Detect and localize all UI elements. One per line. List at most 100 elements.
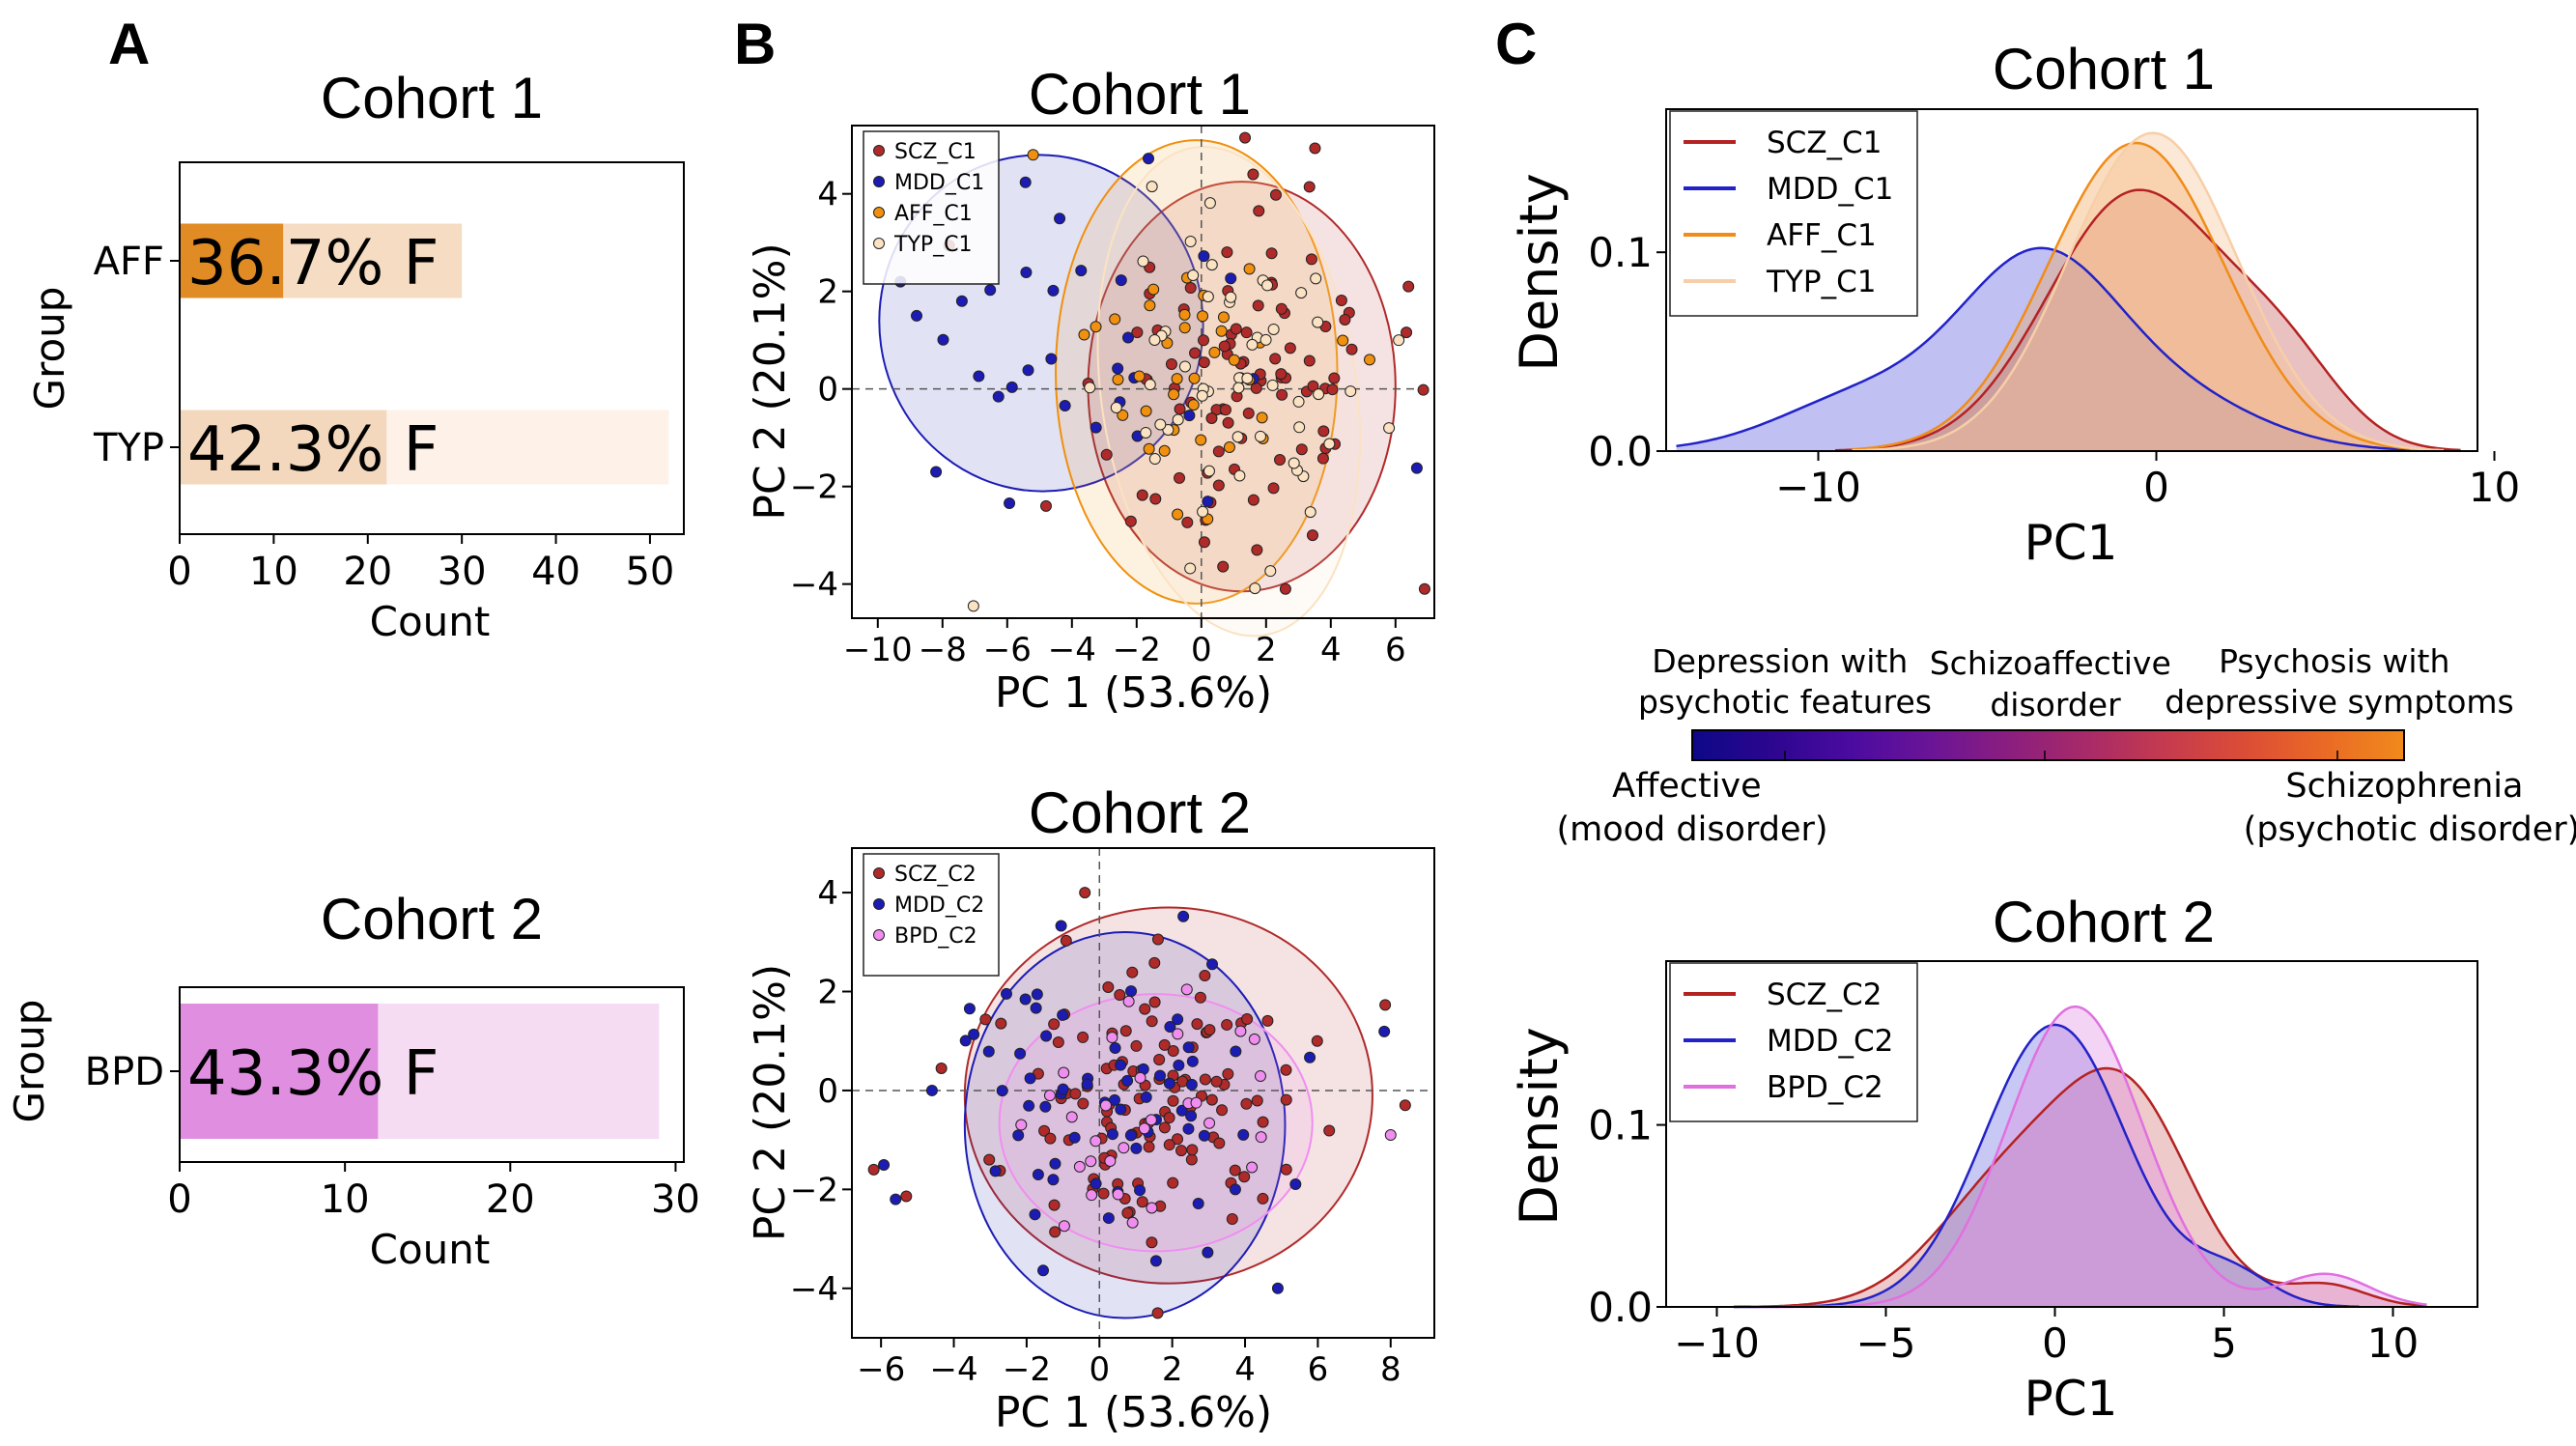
density-area-typ_c1 (1852, 132, 2444, 451)
scatter-point-scz_c2 (935, 1063, 948, 1075)
scatter-point-aff_c1 (1217, 311, 1230, 324)
scatter-point-mdd_c1 (984, 284, 997, 297)
scatter-point-aff_c1 (1215, 325, 1228, 337)
scatter-point-scz_c1 (1306, 529, 1318, 542)
scatter-point-scz_c1 (1303, 354, 1316, 367)
bar-female-bpd (180, 1004, 379, 1139)
plot-frame (1665, 960, 2478, 1308)
scatter-point-mdd_c2 (1149, 1255, 1162, 1267)
scatter-point-scz_c2 (1210, 1075, 1223, 1088)
scatter-point-aff_c1 (1188, 372, 1201, 384)
scatter-point-scz_c1 (1198, 356, 1210, 369)
plot-frame (179, 161, 685, 535)
scatter-point-scz_c2 (867, 1163, 880, 1176)
scatter-point-scz_c2 (1163, 1112, 1175, 1124)
confidence-ellipse-scz_c2 (963, 906, 1373, 1285)
scatter-point-mdd_c2 (996, 1085, 1008, 1097)
scatter-point-typ_c1 (1202, 291, 1214, 303)
x-tick-label: 0 (2042, 1319, 2068, 1367)
scatter-point-scz_c1 (1149, 493, 1162, 505)
x-tick-label: −10 (843, 631, 913, 669)
scatter-point-mdd_c2 (1115, 1103, 1127, 1116)
scatter-point-bpd_c2 (1145, 1114, 1157, 1126)
y-axis-label: Group (26, 287, 73, 411)
scatter-point-typ_c1 (1267, 323, 1280, 335)
scatter-point-bpd_c2 (1246, 1161, 1259, 1174)
density-line-scz_c1 (1834, 188, 2461, 452)
y-tick-label: 4 (817, 874, 838, 913)
scatter-point-aff_c1 (1090, 321, 1102, 333)
density-line-bpd_c2 (1750, 1005, 2427, 1309)
x-tick-label: −10 (1775, 464, 1861, 511)
scatter-point-scz_c1 (1328, 372, 1341, 384)
scatter-point-typ_c1 (1231, 431, 1244, 443)
scatter-point-mdd_c2 (1049, 1157, 1062, 1170)
scatter-point-typ_c1 (1154, 418, 1167, 431)
legend: SCZ_C2 MDD_C2 BPD_C2 (1669, 962, 1918, 1122)
scatter-point-mdd_c2 (1289, 1178, 1302, 1191)
scatter-point-bpd_c2 (1073, 1160, 1086, 1173)
panel-letter-c: C (1495, 12, 1537, 76)
legend-marker (873, 867, 885, 879)
scatter-point-mdd_c1 (1022, 364, 1034, 377)
scatter-point-mdd_c2 (1037, 1264, 1050, 1277)
scatter-point-bpd_c2 (1058, 1220, 1070, 1233)
scatter-point-scz_c2 (1044, 1132, 1057, 1145)
scatter-point-mdd_c2 (1121, 1074, 1134, 1087)
scatter-point-typ_c1 (1260, 333, 1272, 346)
scatter-point-typ_c1 (1261, 279, 1274, 292)
scatter-point-mdd_c1 (1112, 362, 1124, 375)
x-tick-label: 0 (2143, 464, 2169, 511)
scatter-point-scz_c2 (1323, 1124, 1336, 1137)
scatter-point-aff_c1 (1112, 373, 1124, 385)
bar-female-aff (180, 223, 284, 298)
scatter-point-scz_c1 (1295, 443, 1308, 456)
scatter-point-mdd_c2 (1090, 1177, 1102, 1190)
scatter-point-mdd_c2 (1115, 1059, 1127, 1071)
y-tick-label: 2 (817, 273, 838, 312)
scatter-point-bpd_c2 (1099, 1099, 1112, 1112)
scatter-point-mdd_c1 (930, 466, 943, 478)
scatter-point-aff_c1 (1117, 409, 1129, 421)
scatter-point-scz_c2 (995, 1017, 1007, 1030)
legend-label: BPD_C2 (894, 924, 977, 949)
legend-marker (873, 145, 885, 156)
scatter-point-scz_c1 (1339, 313, 1351, 326)
x-tick-label: −8 (919, 631, 967, 669)
scatter-point-aff_c1 (1243, 263, 1256, 275)
scatter-point-bpd_c2 (1172, 1028, 1184, 1040)
scatter-point-scz_c2 (1151, 1307, 1164, 1319)
diagnosis-colorbar: Depression with psychotic features Schiz… (1556, 642, 2576, 849)
scatter-point-scz_c1 (1100, 448, 1113, 461)
x-tick-label: −2 (1003, 1350, 1051, 1389)
chart-title: Cohort 2 (1993, 890, 2215, 954)
scatter-point-scz_c1 (1252, 299, 1264, 312)
scatter-point-scz_c2 (1399, 1099, 1411, 1112)
x-tick-label: 0 (167, 1177, 191, 1222)
scatter-point-scz_c2 (1205, 1093, 1218, 1106)
legend-marker (873, 207, 885, 218)
scatter-point-scz_c1 (1307, 380, 1319, 392)
scatter-point-mdd_c2 (982, 1045, 995, 1058)
scatter-point-mdd_c2 (1140, 1091, 1152, 1103)
x-tick-label: 30 (438, 550, 487, 594)
legend-label: MDD_C2 (894, 893, 984, 918)
y-tick-label: −4 (790, 566, 838, 605)
legend: SCZ_C1 MDD_C1 AFF_C1 TYP_C1 (863, 130, 1000, 285)
density-line-mdd_c2 (1734, 1023, 2360, 1309)
scatter-point-bpd_c2 (1043, 1090, 1056, 1102)
scatter-point-mdd_c2 (878, 1158, 891, 1171)
scatter-point-scz_c2 (1119, 1025, 1132, 1037)
x-tick-label: 10 (2469, 464, 2520, 511)
scatter-point-aff_c1 (1195, 434, 1207, 446)
scatter-point-scz_c2 (1257, 1192, 1269, 1205)
legend-label: TYP_C1 (1766, 265, 1876, 299)
scatter-point-scz_c1 (1131, 326, 1144, 339)
scatter-point-scz_c1 (1247, 494, 1260, 506)
scatter-point-mdd_c1 (1075, 265, 1088, 277)
scatter-point-scz_c1 (1189, 347, 1202, 359)
legend-label: SCZ_C1 (894, 140, 977, 164)
scatter-point-mdd_c2 (1055, 920, 1067, 932)
